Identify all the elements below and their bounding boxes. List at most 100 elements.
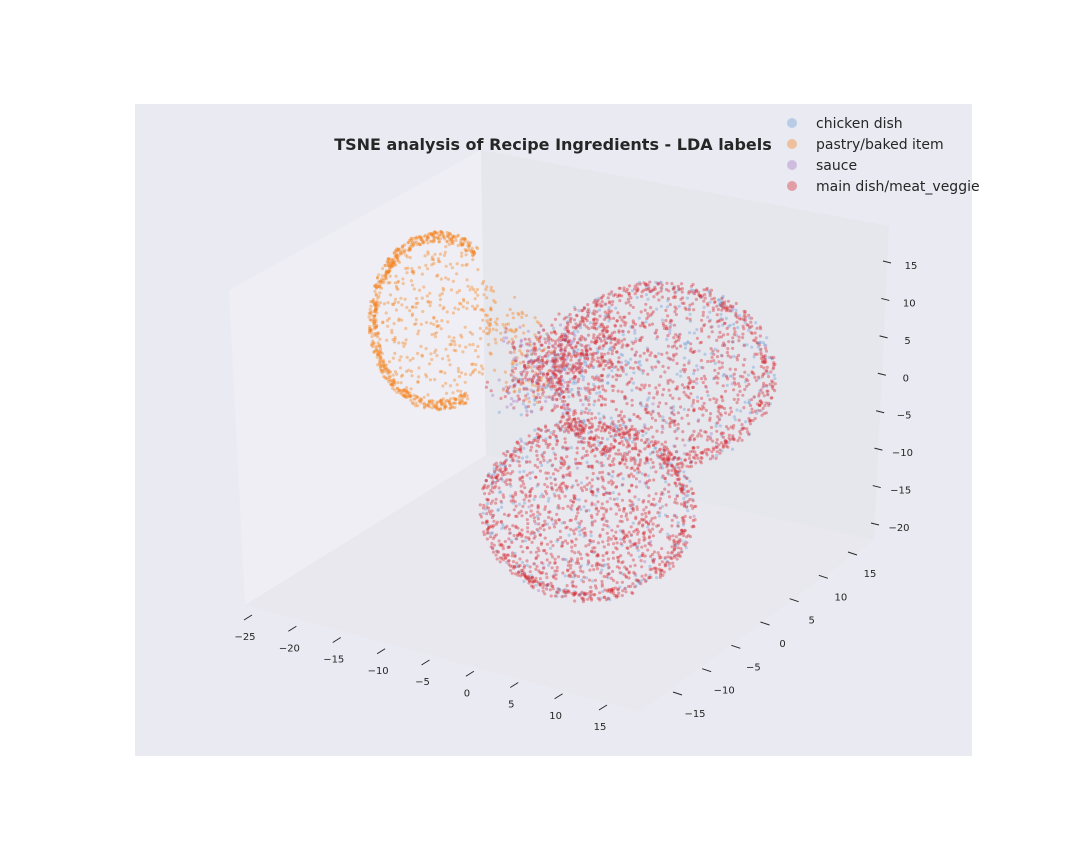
data-point (391, 265, 395, 269)
data-point (637, 470, 642, 474)
data-point (659, 281, 663, 285)
data-point (613, 423, 617, 427)
data-point (515, 514, 519, 519)
data-point (374, 292, 378, 296)
data-point (400, 390, 404, 394)
data-point (577, 435, 581, 439)
data-point (719, 413, 723, 417)
data-point (655, 390, 660, 394)
data-point (629, 553, 633, 557)
data-point (503, 370, 507, 374)
data-point (451, 235, 455, 239)
data-point (710, 355, 714, 359)
data-point (602, 545, 606, 549)
data-point (510, 540, 514, 545)
data-point (655, 453, 660, 457)
data-point (590, 564, 594, 568)
data-point (620, 483, 624, 487)
data-point (591, 471, 595, 476)
data-point (448, 363, 452, 367)
data-point (614, 306, 618, 310)
data-point (558, 588, 562, 592)
data-point (511, 365, 515, 369)
data-point (451, 236, 455, 240)
data-point (512, 385, 517, 389)
data-point (442, 235, 446, 239)
data-point (535, 372, 539, 376)
legend-marker (787, 160, 797, 170)
data-point (741, 363, 746, 367)
data-point (677, 333, 681, 337)
data-point (548, 385, 552, 389)
data-point (616, 427, 621, 431)
data-point (549, 581, 553, 585)
data-point (381, 266, 385, 271)
data-point (655, 292, 659, 296)
data-point (432, 230, 436, 234)
data-point (576, 380, 580, 384)
data-point (491, 486, 495, 490)
data-point (403, 393, 407, 397)
data-point (409, 394, 413, 398)
data-point (370, 343, 374, 347)
data-point (552, 429, 556, 434)
data-point (466, 397, 470, 401)
data-point (379, 350, 383, 355)
data-point (636, 466, 640, 470)
data-point (396, 257, 400, 262)
data-point (671, 380, 675, 384)
data-point (731, 426, 735, 430)
data-point (379, 368, 383, 372)
data-point (544, 340, 548, 345)
data-point (401, 277, 405, 281)
data-point (634, 477, 639, 481)
data-point (464, 263, 468, 267)
data-point (529, 445, 534, 449)
data-point (579, 591, 583, 595)
data-point (527, 337, 531, 341)
data-point (536, 385, 540, 389)
data-point (711, 349, 715, 353)
data-point (699, 429, 703, 433)
data-point (637, 449, 641, 453)
data-point (765, 369, 769, 373)
data-point (548, 546, 553, 551)
data-point (577, 525, 582, 529)
data-point (519, 545, 523, 549)
data-point (384, 377, 388, 381)
axes-panes (229, 150, 889, 712)
data-point (482, 279, 486, 284)
data-point (542, 361, 546, 365)
data-point (372, 319, 376, 323)
data-point (400, 318, 404, 322)
data-point (641, 500, 645, 504)
data-point (405, 390, 409, 394)
data-point (504, 385, 509, 389)
data-point (387, 260, 391, 264)
data-point (450, 405, 454, 409)
data-point (538, 400, 542, 404)
data-point (545, 351, 549, 356)
data-point (592, 377, 597, 381)
data-point (549, 387, 554, 391)
data-point (619, 472, 623, 476)
data-point (542, 382, 546, 386)
data-point (580, 366, 584, 370)
data-point (673, 429, 677, 434)
data-point (640, 574, 644, 578)
data-point (368, 307, 372, 312)
data-point (654, 328, 659, 332)
data-point (579, 440, 584, 444)
data-point (706, 359, 710, 364)
data-point (649, 351, 653, 355)
data-point (682, 452, 687, 456)
data-point (610, 384, 614, 388)
data-point (454, 401, 458, 405)
data-point (571, 484, 575, 488)
x-tick-mark (288, 625, 297, 632)
data-point (507, 527, 512, 531)
data-point (533, 348, 537, 352)
data-point (373, 304, 377, 308)
data-point (525, 459, 529, 464)
data-point (553, 423, 558, 427)
